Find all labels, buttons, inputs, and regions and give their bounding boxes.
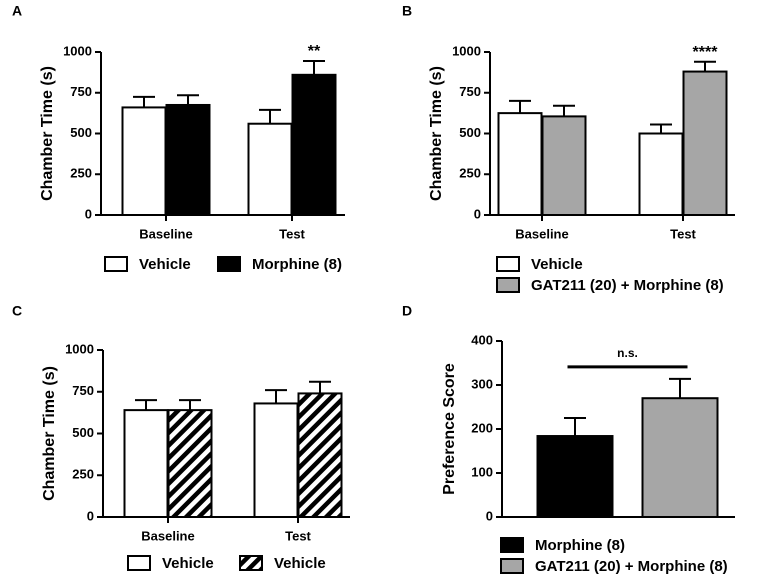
bar [536,435,614,519]
y-tick-label: 0 [486,508,493,523]
y-axis-label: Chamber Time (s) [41,366,58,501]
legend-swatch [239,555,263,571]
y-tick-label: 1000 [63,43,92,58]
bar [297,392,343,519]
bar [541,115,587,216]
y-axis-label: Preference Score [441,363,458,495]
bar [682,70,728,216]
bar [253,402,299,518]
annotation: ** [308,43,321,60]
panel-label: C [12,303,22,319]
panel-label: A [12,3,22,19]
bar [165,103,211,216]
legend-swatch [217,256,241,272]
legend-swatch [500,558,524,574]
y-tick-label: 250 [70,166,92,181]
bar [247,122,293,216]
legend-swatch [127,555,151,571]
bar [167,409,213,518]
y-tick-label: 500 [72,425,94,440]
legend-label: Vehicle [274,555,326,572]
y-tick-label: 250 [72,467,94,482]
y-tick-label: 0 [474,206,481,221]
panel-label: B [402,3,412,19]
x-tick-label: Baseline [141,528,194,543]
x-tick-label: Baseline [139,226,192,241]
y-tick-label: 500 [70,125,92,140]
legend-swatch [500,537,524,553]
x-tick-label: Baseline [515,226,568,241]
y-axis-label: Chamber Time (s) [428,66,445,201]
y-tick-label: 750 [72,383,94,398]
x-tick-label: Test [670,226,696,241]
legend-swatch [104,256,128,272]
legend-label: GAT211 (20) + Morphine (8) [531,277,724,294]
bar [641,397,719,519]
legend-label: Vehicle [139,256,191,273]
y-tick-label: 100 [471,464,493,479]
y-tick-label: 750 [459,84,481,99]
y-tick-label: 0 [87,508,94,523]
legend-label: GAT211 (20) + Morphine (8) [535,558,728,575]
y-tick-label: 1000 [65,341,94,356]
legend-swatch [496,256,520,272]
annotation: **** [693,44,719,61]
legend-label: Vehicle [162,555,214,572]
y-tick-label: 200 [471,420,493,435]
y-tick-label: 300 [471,376,493,391]
x-tick-label: Test [285,528,311,543]
y-tick-label: 400 [471,332,493,347]
y-tick-label: 1000 [452,43,481,58]
y-tick-label: 0 [85,206,92,221]
bar [121,106,167,216]
legend-swatch [496,277,520,293]
bar [497,112,543,216]
bar [123,409,169,518]
legend-label: Morphine (8) [535,537,625,554]
bar [291,73,337,216]
legend-label: Vehicle [531,256,583,273]
legend-label: Morphine (8) [252,256,342,273]
y-tick-label: 250 [459,166,481,181]
y-tick-label: 500 [459,125,481,140]
panel-label: D [402,303,412,319]
annotation: n.s. [617,346,638,360]
y-axis-label: Chamber Time (s) [39,66,56,201]
x-tick-label: Test [279,226,305,241]
bar [638,132,684,216]
y-tick-label: 750 [70,84,92,99]
